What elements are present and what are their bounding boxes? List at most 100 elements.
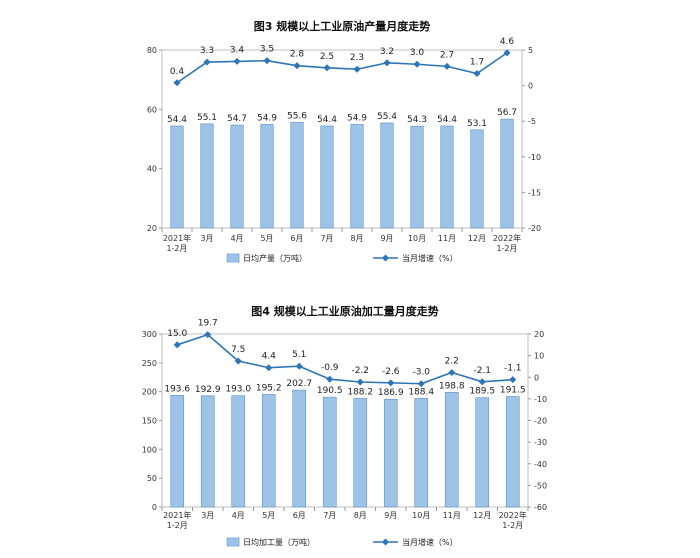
chart-1-growth-point — [203, 58, 211, 66]
chart-2-bar — [475, 397, 490, 508]
chart-2-bar — [170, 395, 185, 508]
chart-2-legend-bar-swatch — [226, 537, 240, 547]
chart-2-bar-label: 191.5 — [500, 386, 526, 396]
chart-1-growth-label: 0.4 — [170, 67, 185, 77]
chart-2-y2tick-label: -30 — [534, 438, 547, 447]
chart-1-growth-point — [503, 49, 511, 57]
chart-2-growth-label: -2.1 — [473, 366, 491, 376]
chart-1-category-label: 7月 — [320, 234, 333, 243]
chart-2-bar — [505, 396, 520, 508]
chart-2-category-label: 7月 — [323, 511, 336, 520]
chart-1-y2tick-label: -20 — [528, 224, 541, 233]
chart-1-category-label: 2022年 1-2月 — [493, 233, 521, 253]
chart-2-bar — [200, 395, 215, 508]
chart-2-category-label: 2021年 1-2月 — [163, 510, 191, 530]
crude-oil-processing-chart: 图4 规模以上工业原油加工量月度走势050100150200250300-60-… — [142, 304, 547, 547]
chart-2-growth-point — [478, 378, 486, 386]
chart-2-growth-point — [204, 331, 212, 339]
chart-1-bar — [500, 118, 514, 229]
chart-2-growth-point — [234, 357, 242, 365]
chart-1-category-label: 3月 — [200, 234, 213, 243]
chart-2-bar-label: 188.4 — [408, 387, 434, 397]
chart-2-category-label: 2022年 1-2月 — [499, 510, 527, 530]
chart-1-growth-point — [263, 57, 271, 65]
chart-1-legend-bar-swatch — [226, 253, 240, 263]
chart-2-growth-label: 15.0 — [167, 329, 187, 339]
chart-1-growth-point — [323, 64, 331, 72]
chart-1-bar — [440, 125, 454, 229]
chart-1-growth-label: 2.7 — [440, 50, 454, 60]
chart-1-category-label: 9月 — [380, 234, 393, 243]
chart-1-bar — [200, 123, 214, 229]
chart-1-growth-line — [176, 52, 508, 84]
chart-1-category-label: 10月 — [408, 234, 426, 243]
chart-2-growth-label: -1.1 — [504, 364, 522, 374]
chart-2-growth-label: 4.4 — [262, 352, 277, 362]
chart-2-bar — [322, 396, 337, 508]
chart-2-growth-point — [509, 376, 517, 384]
chart-1-growth-point — [443, 62, 451, 70]
chart-1-plot-frame — [161, 49, 523, 229]
chart-2-legend-line-label: 当月增速（%） — [402, 537, 458, 547]
chart-1-growth-label: 3.3 — [200, 46, 214, 56]
chart-2-category-label: 3月 — [201, 511, 214, 520]
chart-1-bar-label: 56.7 — [497, 108, 517, 118]
chart-2-category-label: 11月 — [443, 511, 461, 520]
chart-1-bar-label: 54.4 — [167, 115, 187, 125]
chart-2-growth-label: -2.6 — [382, 367, 400, 377]
chart-1-category-label: 4月 — [230, 234, 243, 243]
chart-2-bar-label: 188.2 — [347, 387, 373, 397]
chart-2-growth-label: 19.7 — [198, 319, 218, 329]
chart-2-bar-label: 192.9 — [195, 385, 221, 395]
chart-1-bar-label: 54.7 — [227, 114, 247, 124]
chart-1-bar — [230, 124, 244, 229]
chart-2-y2tick-label: 10 — [534, 352, 544, 361]
chart-2-growth-point — [448, 368, 456, 377]
chart-1-growth-label: 3.4 — [230, 45, 245, 55]
chart-2-bar — [261, 394, 276, 508]
chart-2-ytick-label: 150 — [142, 417, 157, 426]
chart-1-title: 图3 规模以上工业原油产量月度走势 — [254, 19, 430, 33]
chart-1-y2tick-label: -15 — [528, 188, 541, 197]
chart-2-growth-point — [265, 364, 273, 372]
chart-2-growth-point — [417, 380, 425, 388]
chart-2-plot-frame — [161, 333, 529, 508]
crude-oil-output-chart: 图3 规模以上工业原油产量月度走势 20 40 60 80 -20 -15 -10 -5 0 5 20… — [147, 19, 541, 263]
chart-2-bar — [292, 389, 307, 508]
chart-2-category-label: 8月 — [354, 511, 367, 520]
chart-1-bar-label: 54.4 — [317, 115, 337, 125]
chart-1-bar — [380, 122, 394, 229]
chart-2-growth-line — [176, 333, 513, 385]
chart-2-growth-point — [387, 379, 395, 387]
chart-1-growth-point — [233, 57, 241, 65]
chart-2-bar-label: 189.5 — [469, 387, 495, 397]
chart-2-category-label: 5月 — [262, 511, 275, 520]
chart-2-growth-label: -0.9 — [321, 363, 339, 373]
chart-1-growth-label: 3.5 — [260, 45, 274, 55]
chart-1-y2tick-label: 5 — [528, 46, 533, 55]
chart-2-bar — [444, 392, 459, 508]
chart-1-y2tick-label: -5 — [528, 117, 536, 126]
chart-2-category-label: 12月 — [473, 511, 491, 520]
chart-1-growth-label: 4.6 — [500, 37, 515, 47]
chart-2-y2tick-label: 20 — [534, 330, 544, 339]
chart-2-bar-label: 198.8 — [439, 381, 465, 391]
chart-2-category-label: 9月 — [384, 511, 397, 520]
chart-1-growth-label: 3.0 — [410, 48, 425, 58]
chart-1-legend-line-marker — [381, 254, 390, 262]
chart-1-growth-label: 3.2 — [380, 47, 394, 57]
chart-2-growth-point — [295, 362, 303, 370]
chart-1-bar — [170, 125, 184, 229]
chart-1-bar-label: 55.4 — [377, 112, 397, 122]
chart-2-legend-line-marker — [381, 538, 390, 546]
chart-1-legend-bar-label: 日均产量（万吨） — [243, 253, 307, 263]
chart-1-growth-point — [353, 65, 361, 73]
chart-1-bar-label: 55.6 — [287, 111, 307, 121]
chart-1-bar-label: 54.3 — [407, 115, 427, 125]
chart-2-bar-label: 190.5 — [317, 386, 343, 396]
chart-1-growth-point — [383, 59, 391, 67]
chart-1-category-label: 2021年 1-2月 — [163, 233, 191, 253]
chart-2-y2tick-label: -40 — [534, 460, 547, 469]
chart-1-category-label: 5月 — [260, 234, 273, 243]
chart-2-ytick-label: 200 — [142, 388, 157, 397]
